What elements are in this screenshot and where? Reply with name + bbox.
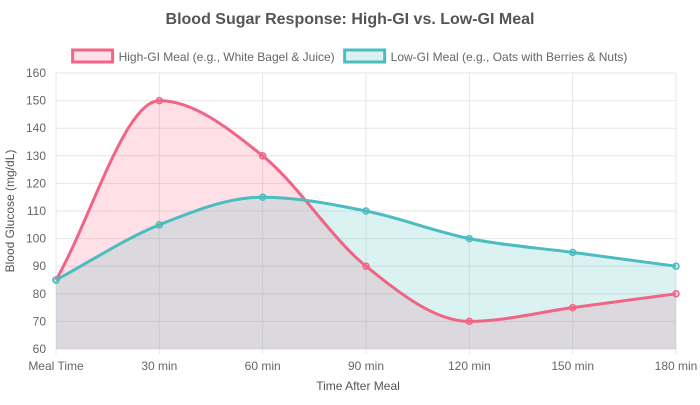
legend-swatch — [71, 48, 115, 64]
x-tick-label: 30 min — [141, 359, 177, 373]
y-tick-label: 110 — [27, 204, 46, 218]
series-0-point[interactable] — [672, 290, 680, 298]
y-tick-label: 70 — [33, 314, 47, 328]
series-1-area — [56, 197, 676, 349]
x-tick-label: 150 min — [551, 359, 594, 373]
series-1-point[interactable] — [155, 221, 164, 229]
series-1-point[interactable] — [362, 207, 370, 215]
y-tick-label: 90 — [33, 259, 47, 273]
series-1-point[interactable] — [672, 262, 680, 270]
x-tick-label: 60 min — [245, 359, 281, 373]
series-0-point[interactable] — [155, 96, 164, 105]
x-tick-label: 90 min — [348, 359, 384, 373]
y-axis-ticks: 60 70 80 90 100 110 120 130 140 150 160 — [26, 66, 46, 356]
series-1-point[interactable] — [568, 248, 577, 257]
legend-label: High-GI Meal (e.g., White Bagel & Juice) — [119, 50, 335, 64]
series-1-point[interactable] — [52, 276, 60, 284]
legend-item-0[interactable]: High-GI Meal (e.g., White Bagel & Juice) — [71, 48, 335, 64]
x-axis-ticks: Meal Time 30 min 60 min 90 min 120 min 150 mi… — [28, 359, 697, 373]
legend-label: Low-GI Meal (e.g., Oats with Berries & N… — [391, 50, 628, 64]
series-0-point[interactable] — [568, 303, 577, 312]
legend-swatch — [343, 48, 387, 64]
y-tick-label: 60 — [33, 342, 47, 356]
series-0-line — [54, 99, 677, 323]
y-tick-label: 120 — [26, 176, 46, 190]
legend-item-1[interactable]: Low-GI Meal (e.g., Oats with Berries & N… — [343, 48, 628, 64]
chart-title: Blood Sugar Response: High-GI vs. Low-GI… — [166, 11, 535, 28]
series-lines — [54, 99, 677, 323]
y-axis-title: Blood Glucose (mg/dL) — [3, 150, 17, 273]
y-tick-label: 150 — [26, 94, 46, 108]
y-tick-label: 100 — [26, 232, 46, 246]
data-points — [52, 96, 680, 326]
legend: High-GI Meal (e.g., White Bagel & Juice)… — [71, 48, 628, 64]
x-tick-label: 180 min — [655, 359, 698, 373]
y-tick-label: 140 — [26, 121, 46, 135]
series-0-point[interactable] — [465, 317, 474, 326]
x-tick-label: 120 min — [448, 359, 491, 373]
series-0-area — [56, 100, 676, 349]
x-tick-label: Meal Time — [28, 359, 84, 373]
y-tick-label: 160 — [26, 66, 46, 80]
y-tick-label: 130 — [26, 149, 46, 163]
series-1-point[interactable] — [465, 234, 474, 243]
series-fills — [56, 100, 676, 349]
series-0-point[interactable] — [362, 262, 370, 270]
series-1-point[interactable] — [258, 193, 267, 201]
x-axis-title: Time After Meal — [316, 379, 400, 393]
series-1-line — [55, 195, 677, 282]
y-tick-label: 80 — [33, 287, 47, 301]
series-0-point[interactable] — [258, 152, 267, 160]
